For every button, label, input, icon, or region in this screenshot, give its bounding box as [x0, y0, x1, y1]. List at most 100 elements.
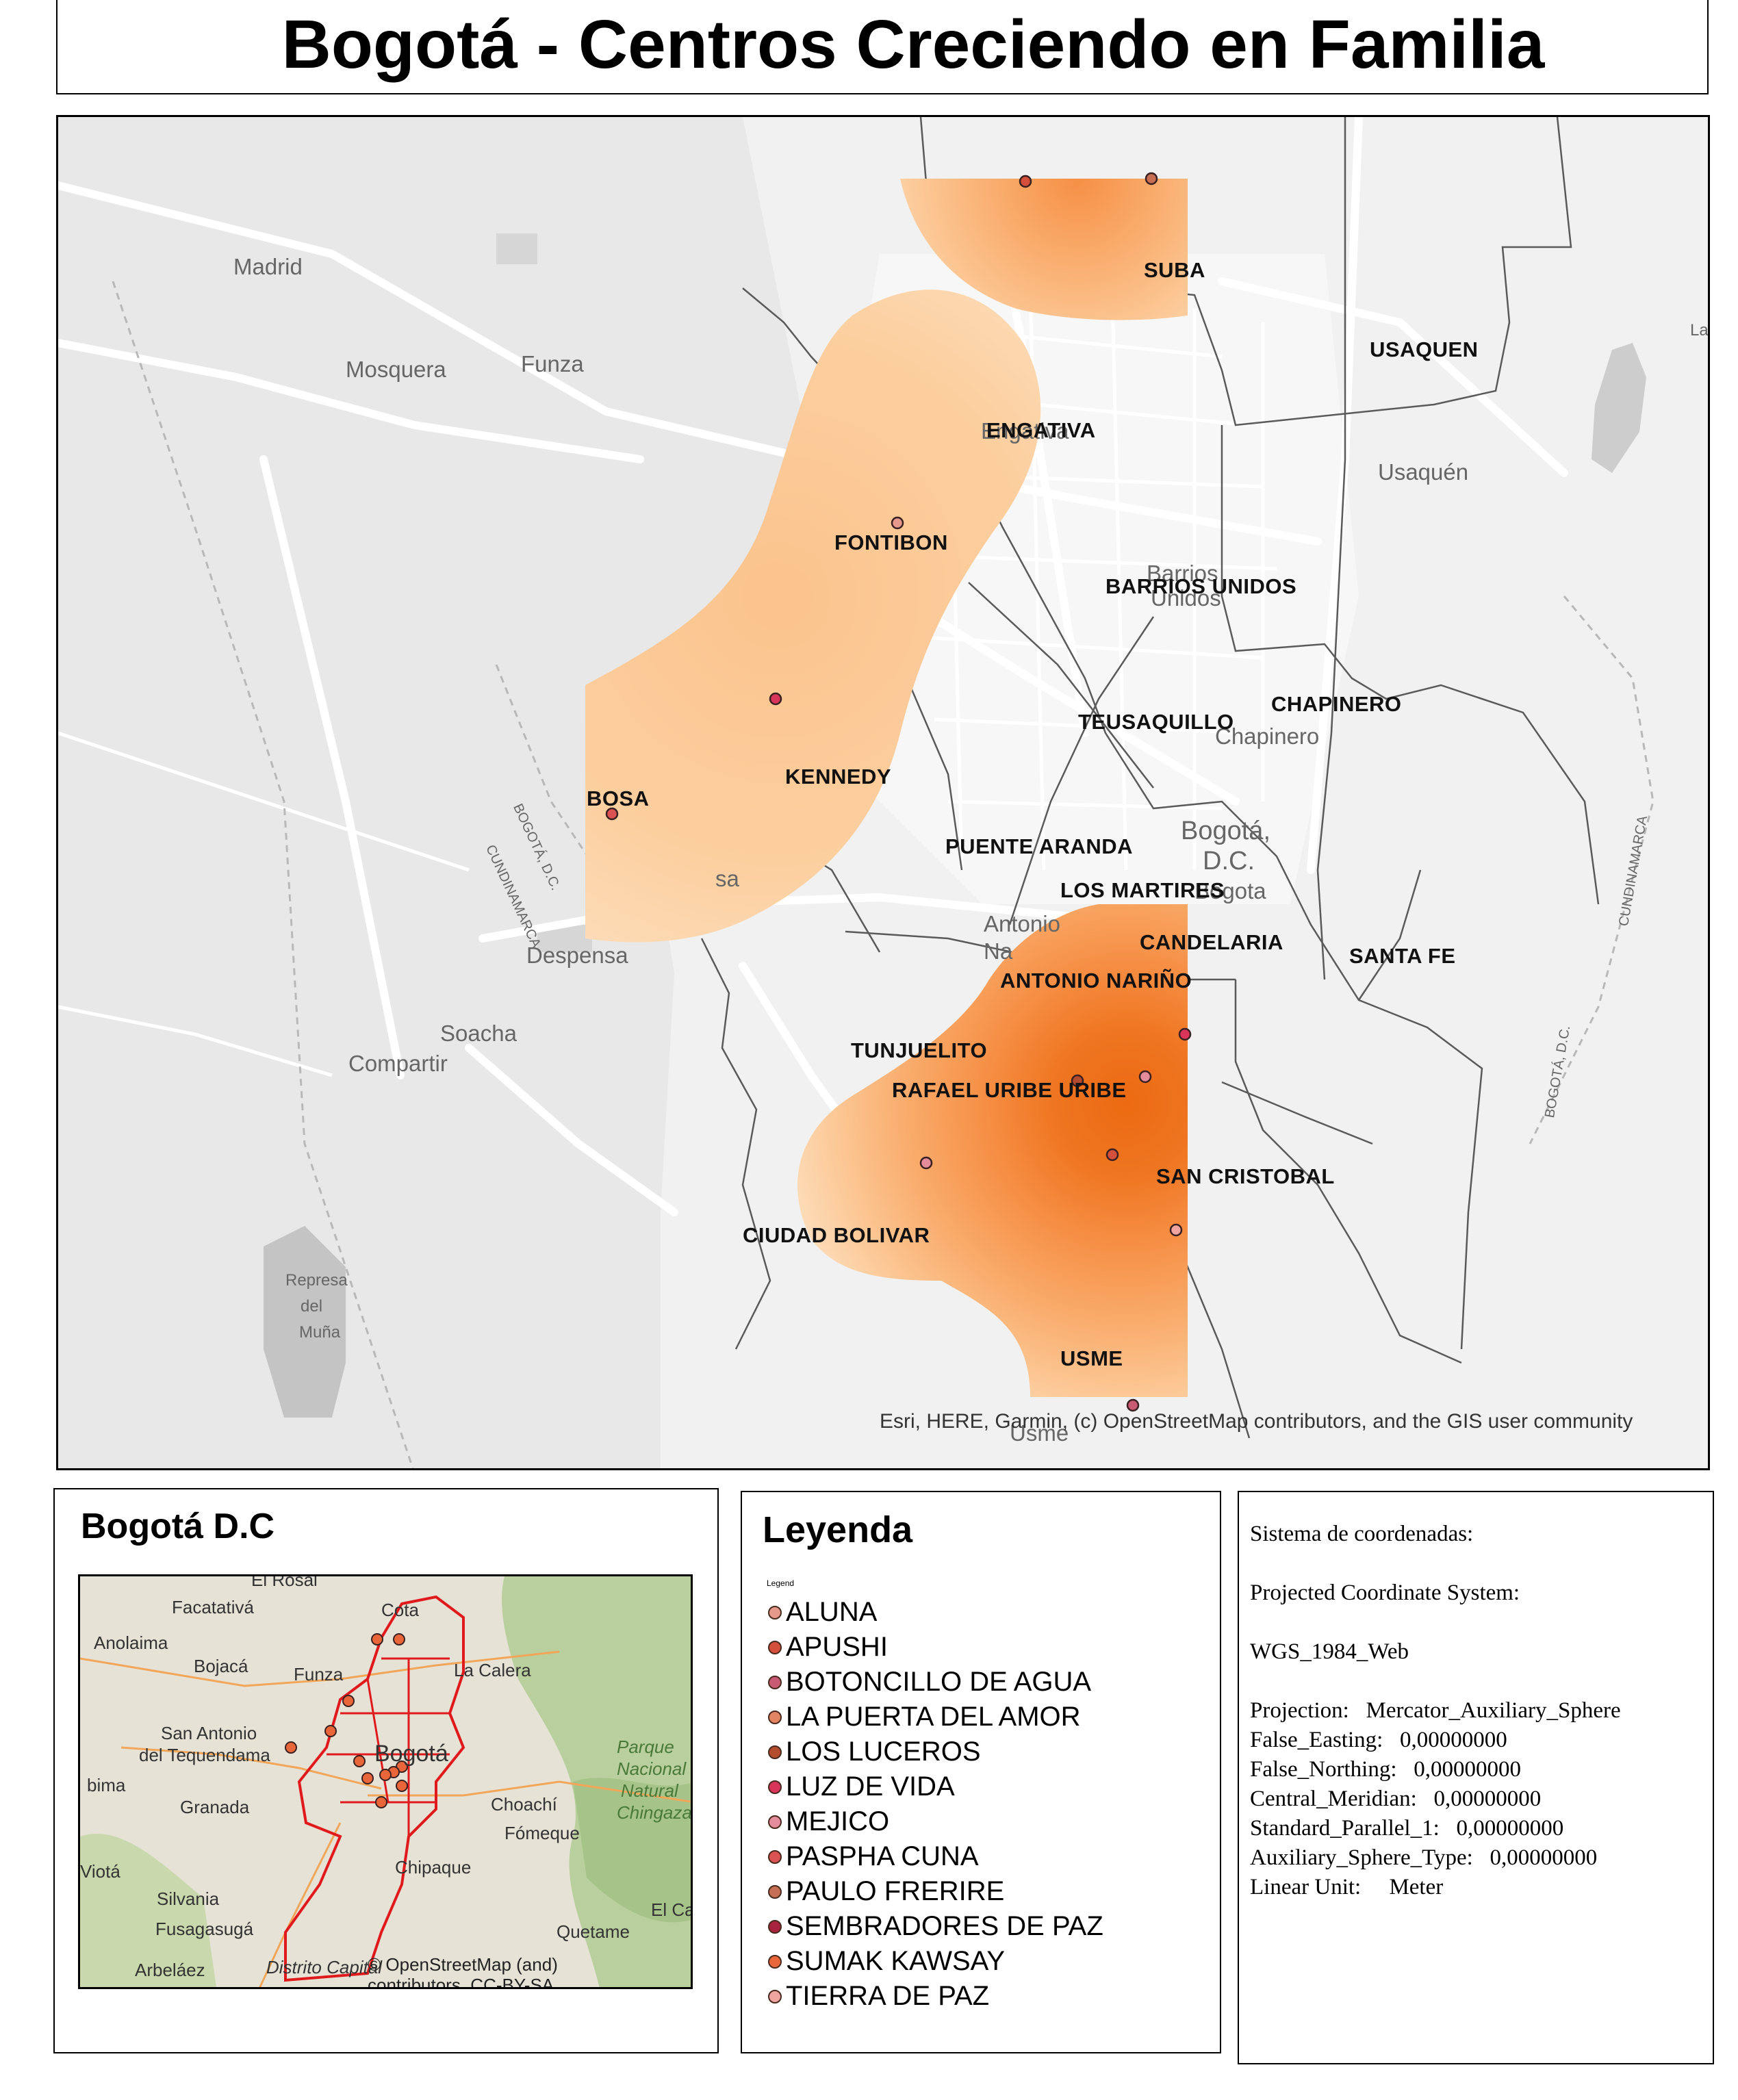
- coordinate-system-line: WGS_1984_Web: [1250, 1639, 1409, 1664]
- legend-item: SUMAK KAWSAY: [768, 1944, 1103, 1979]
- localidad-label-rafael-uribe-uribe: RAFAEL URIBE URIBE: [892, 1078, 1127, 1102]
- inset-place-anolaima: Anolaima: [94, 1632, 168, 1653]
- legend-swatch-icon: [768, 1780, 782, 1794]
- inset-place-del-tequendama: del Tequendama: [139, 1745, 270, 1765]
- legend-item: TIERRA DE PAZ: [768, 1979, 1103, 2014]
- basemap-label-usme: Usme: [1010, 1420, 1069, 1446]
- inset-place-fomeque: Fómeque: [504, 1823, 580, 1843]
- basemap-label-compartir: Compartir: [348, 1051, 448, 1076]
- localidad-label-bosa: BOSA: [587, 786, 650, 810]
- inset-attribution: © OpenStreetMap (and) contributors, CC-B…: [368, 1954, 558, 1987]
- basemap-label-funza: Funza: [521, 351, 584, 376]
- coordinate-system-text: Sistema de coordenadas: Projected Coordi…: [1250, 1520, 1621, 1902]
- localidad-label-ciudad-bolivar: CIUDAD BOLIVAR: [743, 1223, 930, 1247]
- map-title: Bogotá - Centros Creciendo en Familia: [281, 6, 1545, 83]
- legend-item-label: PAULO FRERIRE: [786, 1876, 1005, 1906]
- localidad-label-candelaria: CANDELARIA: [1140, 930, 1283, 954]
- legend-swatch-icon: [768, 1745, 782, 1759]
- inset-place-la-calera: La Calera: [454, 1660, 531, 1680]
- basemap-label-na: Na: [984, 938, 1013, 964]
- localidad-label-usaquen: USAQUEN: [1370, 337, 1479, 361]
- legend-swatch-icon: [768, 1989, 782, 2003]
- inset-place-chingaza: Chingaza: [617, 1802, 692, 1823]
- inset-place-san-antonio: San Antonio: [161, 1723, 257, 1743]
- legend-list: ALUNA APUSHI BOTONCILLO DE AGUA LA PUERTA D…: [768, 1595, 1103, 2014]
- inset-place-granada: Granada: [180, 1797, 250, 1817]
- coordinate-system-line: Projected Coordinate System:: [1250, 1580, 1520, 1605]
- basemap-label-barrios: Barrios: [1147, 561, 1218, 586]
- legend-title: Leyenda: [763, 1509, 913, 1550]
- legend-item: PASPHA CUNA: [768, 1839, 1103, 1874]
- legend-item: LOS LUCEROS: [768, 1734, 1103, 1769]
- legend-item-label: LOS LUCEROS: [786, 1737, 981, 1767]
- legend-item-label: MEJICO: [786, 1806, 890, 1836]
- localidad-label-fontibon: FONTIBON: [834, 530, 948, 554]
- basemap-label-chapinero: Chapinero: [1215, 724, 1320, 749]
- legend-swatch-icon: [768, 1815, 782, 1829]
- legend-item: MEJICO: [768, 1804, 1103, 1839]
- legend-item: SEMBRADORES DE PAZ: [768, 1909, 1103, 1944]
- legend-swatch-icon: [768, 1954, 782, 1969]
- title-box: Bogotá - Centros Creciendo en Familia: [56, 0, 1709, 94]
- inset-map[interactable]: El Rosal Facatativá Anolaima Bojacá Funz…: [78, 1574, 693, 1989]
- map-attribution: Esri, HERE, Garmin, (c) OpenStreetMap co…: [880, 1410, 1633, 1433]
- basemap-label-soacha: Soacha: [440, 1021, 517, 1046]
- legend-item-label: TIERRA DE PAZ: [786, 1981, 990, 2011]
- legend-item-label: LUZ DE VIDA: [786, 1771, 955, 1802]
- main-map[interactable]: Madrid Mosquera Funza Usaquén Chapinero …: [56, 115, 1710, 1470]
- basemap-label-engativa: Engativa: [981, 418, 1069, 444]
- coordinate-system-line: Central_Meridian: 0,00000000: [1250, 1787, 1542, 1811]
- localidad-label-suba: SUBA: [1144, 258, 1205, 282]
- basemap-label-mosquera: Mosquera: [346, 357, 446, 382]
- legend-swatch-icon: [768, 1884, 782, 1899]
- legend-swatch-icon: [768, 1710, 782, 1724]
- localidad-label-santa-fe: SANTA FE: [1349, 944, 1456, 968]
- legend-panel: Leyenda Legend ALUNA APUSHI BOTONCILLO DE …: [741, 1491, 1221, 2053]
- inset-place-silvania: Silvania: [157, 1888, 220, 1909]
- basemap-label-represa: Represa: [285, 1271, 348, 1290]
- basemap-label-muna: Muña: [299, 1323, 341, 1342]
- legend-item-label: SEMBRADORES DE PAZ: [786, 1911, 1103, 1941]
- inset-place-parque: Parque: [617, 1737, 674, 1757]
- legend-swatch-icon: [768, 1849, 782, 1864]
- inset-title: Bogotá D.C: [81, 1507, 275, 1546]
- localidad-label-san-cristobal: SAN CRISTOBAL: [1156, 1164, 1335, 1188]
- legend-item: LA PUERTA DEL AMOR: [768, 1700, 1103, 1734]
- legend-swatch-icon: [768, 1675, 782, 1689]
- inset-place-distrito-capital: Distrito Capital: [266, 1957, 383, 1977]
- inset-place-arbelaez: Arbeláez: [135, 1960, 205, 1980]
- legend-item-label: LA PUERTA DEL AMOR: [786, 1702, 1081, 1732]
- inset-place-el-rosal: El Rosal: [251, 1574, 318, 1590]
- basemap-label-antonio: Antonio: [984, 911, 1060, 936]
- inset-place-fusagasuga: Fusagasugá: [155, 1919, 254, 1939]
- inset-place-bojaca: Bojacá: [194, 1656, 248, 1676]
- coordinate-system-line: [1250, 1667, 1621, 1696]
- legend-item: LUZ DE VIDA: [768, 1769, 1103, 1804]
- basemap-label-sa: sa: [715, 866, 739, 891]
- inset-place-cota: Cota: [381, 1600, 419, 1620]
- localidad-label-antonio-narino: ANTONIO NARIÑO: [1000, 969, 1192, 993]
- coordinate-system-line: Standard_Parallel_1: 0,00000000: [1250, 1816, 1564, 1841]
- legend-subtitle: Legend: [767, 1578, 795, 1588]
- localidad-label-kennedy: KENNEDY: [785, 765, 892, 789]
- legend-swatch-icon: [768, 1605, 782, 1619]
- localidad-label-puente-aranda: PUENTE ARANDA: [945, 834, 1134, 858]
- legend-item: BOTONCILLO DE AGUA: [768, 1665, 1103, 1700]
- inset-place-funza: Funza: [294, 1664, 344, 1685]
- basemap-label-dc: D.C.: [1203, 847, 1255, 875]
- coordinate-system-panel: Sistema de coordenadas: Projected Coordi…: [1238, 1491, 1714, 2064]
- basemap-label-despensa: Despensa: [526, 943, 628, 968]
- legend-item-label: BOTONCILLO DE AGUA: [786, 1667, 1092, 1697]
- localidad-label-engativa: ENGATIVA: [986, 418, 1096, 442]
- legend-item-label: APUSHI: [786, 1632, 888, 1662]
- main-map-canvas: [58, 117, 1708, 1468]
- basemap-label-unidos: Unidos: [1151, 585, 1221, 611]
- inset-place-facatativa: Facatativá: [172, 1597, 254, 1617]
- inset-place-bogota: Bogotá: [374, 1741, 448, 1767]
- localidad-label-usme: USME: [1060, 1346, 1123, 1370]
- inset-place-chipaque: Chipaque: [395, 1857, 472, 1878]
- inset-place-quetame: Quetame: [557, 1921, 630, 1942]
- inset-attribution-line-1: © OpenStreetMap (and): [368, 1954, 558, 1975]
- localidad-label-tunjuelito: TUNJUELITO: [851, 1038, 988, 1062]
- inset-place-el-cal: El Cal: [651, 1899, 691, 1920]
